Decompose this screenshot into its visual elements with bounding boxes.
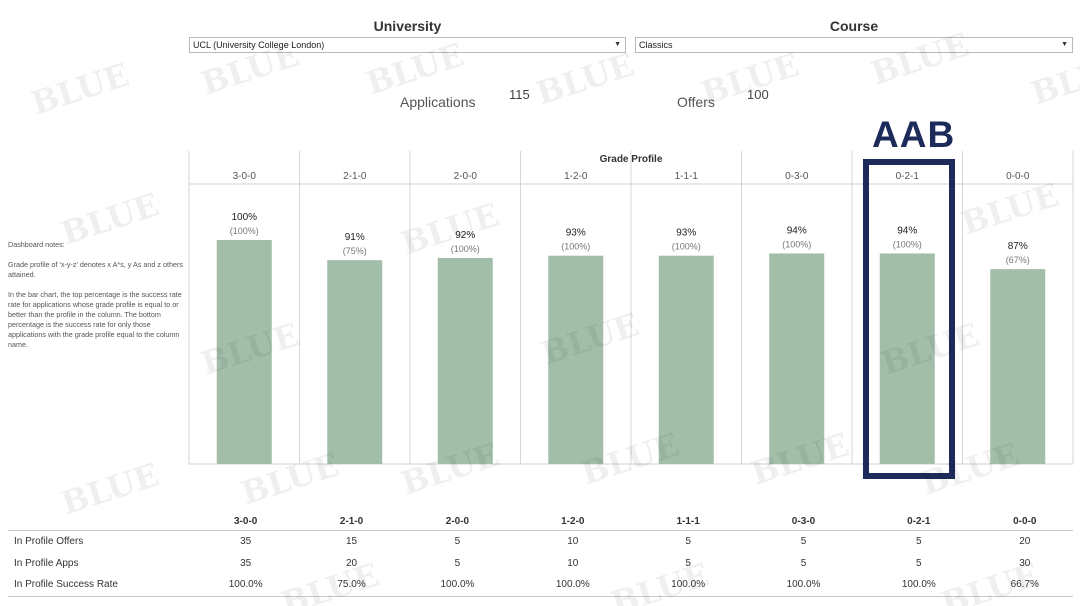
course-select[interactable]: Classics ▼ — [635, 37, 1073, 53]
bar — [769, 253, 825, 464]
notes-paragraph-1: Grade profile of 'x-y-z' denotes x A*s, … — [8, 260, 183, 279]
column-header: 3-0-0 — [188, 513, 304, 531]
table-row: In Profile Offers 35 15 5 10 5 5 5 20 — [8, 530, 1073, 552]
data-label-top: 93% — [566, 228, 586, 239]
table-cell: 5 — [800, 557, 807, 569]
table-cell: 5 — [685, 535, 691, 547]
row-label: In Profile Apps — [14, 557, 79, 569]
bar — [327, 260, 383, 464]
table-header-row: 3-0-0 2-1-0 2-0-0 1-2-0 1-1-1 0-3-0 0-2-… — [8, 513, 1073, 531]
table-cell: 100.0% — [861, 574, 977, 597]
column-header: 2-1-0 — [303, 513, 400, 531]
aab-highlight-box — [863, 159, 955, 479]
data-label-top: 87% — [1008, 241, 1028, 252]
table-cell: 10 — [567, 557, 579, 569]
data-label-top: 94% — [787, 225, 807, 236]
data-label-bottom: (100%) — [451, 244, 480, 254]
bar — [990, 269, 1046, 464]
data-label-top: 92% — [455, 230, 475, 241]
chevron-down-icon: ▼ — [614, 41, 621, 48]
tick-label: 2-0-0 — [454, 171, 478, 182]
tick-label: 0-3-0 — [785, 171, 809, 182]
chevron-down-icon: ▼ — [1061, 41, 1068, 48]
data-label-bottom: (100%) — [893, 239, 922, 249]
notes-heading: Dashboard notes: — [8, 240, 65, 249]
data-label-bottom: (100%) — [782, 239, 811, 249]
grade-profile-bar-chart: Grade Profile3-0-0100%(100%)2-1-091%(75%… — [188, 151, 1074, 465]
column-header: 1-1-1 — [630, 513, 746, 531]
offers-label: Offers — [677, 94, 715, 110]
table-cell: 15 — [346, 535, 358, 547]
tick-label: 3-0-0 — [233, 171, 257, 182]
course-select-value: Classics — [639, 40, 673, 50]
bar — [879, 253, 935, 464]
bar — [216, 240, 272, 464]
row-label: In Profile Success Rate — [8, 574, 188, 597]
data-label-top: 91% — [345, 232, 365, 243]
applications-label: Applications — [400, 94, 476, 110]
table-cell: 100.0% — [188, 574, 304, 597]
table-cell: 35 — [240, 557, 252, 569]
data-label-bottom: (100%) — [672, 242, 701, 252]
table-cell: 66.7% — [976, 574, 1073, 597]
university-select-value: UCL (University College London) — [193, 40, 325, 50]
column-header: 0-2-1 — [861, 513, 977, 531]
table-cell: 100.0% — [745, 574, 862, 597]
bar — [548, 255, 604, 464]
data-label-top: 100% — [231, 212, 257, 223]
row-label: In Profile Offers — [14, 535, 84, 547]
column-header: 0-3-0 — [745, 513, 862, 531]
applications-value: 115 — [509, 87, 530, 102]
table-cell: 35 — [240, 535, 252, 547]
table-cell: 5 — [454, 535, 461, 547]
table-cell: 30 — [1019, 557, 1031, 569]
notes-paragraph-2: In the bar chart, the top percentage is … — [8, 290, 182, 349]
data-label-top: 93% — [676, 228, 696, 239]
table-corner — [8, 513, 188, 531]
table-cell: 10 — [567, 535, 579, 547]
table-cell: 100.0% — [630, 574, 746, 597]
table-cell: 5 — [916, 535, 922, 547]
table-cell: 75.0% — [303, 574, 400, 597]
table-cell: 5 — [916, 557, 922, 569]
table-cell: 5 — [454, 557, 461, 569]
tick-label: 0-0-0 — [1006, 171, 1030, 182]
table-cell: 100.0% — [399, 574, 516, 597]
aab-annotation-label: AAB — [872, 114, 956, 155]
column-header: 1-2-0 — [515, 513, 631, 531]
tick-label: 2-1-0 — [343, 171, 367, 182]
column-header: 2-0-0 — [399, 513, 516, 531]
tick-label: 1-1-1 — [675, 171, 699, 182]
table-cell: 100.0% — [515, 574, 631, 597]
university-select[interactable]: UCL (University College London) ▼ — [189, 37, 626, 53]
tick-label: 0-2-1 — [896, 171, 920, 182]
table-cell: 5 — [800, 535, 807, 547]
table-cell: 20 — [346, 557, 358, 569]
bar — [437, 257, 493, 464]
table-row: In Profile Apps 35 20 5 10 5 5 5 30 — [8, 552, 1073, 574]
column-header: 0-0-0 — [976, 513, 1073, 531]
dashboard-notes: Dashboard notes: Grade profile of 'x-y-z… — [8, 240, 184, 360]
profile-stats-table: 3-0-0 2-1-0 2-0-0 1-2-0 1-1-1 0-3-0 0-2-… — [8, 513, 1073, 597]
data-label-bottom: (67%) — [1006, 255, 1030, 265]
tick-label: 1-2-0 — [564, 171, 588, 182]
data-label-bottom: (100%) — [230, 226, 259, 236]
data-label-bottom: (75%) — [343, 246, 367, 256]
table-cell: 5 — [685, 557, 691, 569]
university-filter-title: University — [373, 18, 442, 34]
offers-value: 100 — [747, 87, 769, 102]
bar — [658, 255, 714, 464]
data-label-top: 94% — [897, 225, 917, 236]
course-filter-title: Course — [829, 18, 879, 34]
table-cell: 20 — [1019, 535, 1031, 547]
table-row: In Profile Success Rate 100.0% 75.0% 100… — [8, 574, 1073, 597]
data-label-bottom: (100%) — [561, 242, 590, 252]
